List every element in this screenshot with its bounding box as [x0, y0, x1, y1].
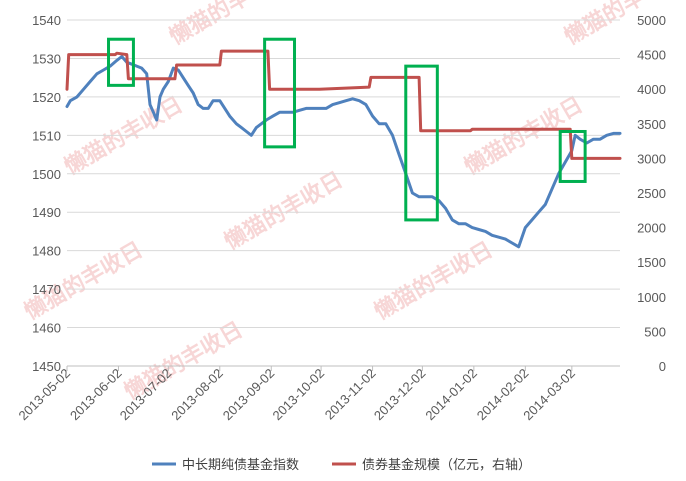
x-tick-label: 2013-12-02: [371, 366, 429, 424]
series-line-index: [65, 55, 622, 249]
highlight-box: [558, 129, 587, 183]
right-tick-label: 3500: [637, 117, 666, 132]
left-tick-label: 1500: [32, 167, 61, 182]
left-tick-label: 1460: [32, 321, 61, 336]
left-axis-ticks: 1450 1460 1470 1480 1490 1500 1510 1520 1530 1540: [32, 13, 61, 374]
left-tick-label: 1520: [32, 90, 61, 105]
right-tick-label: 3000: [637, 151, 666, 166]
watermark-text: 懒猫的丰收日: [560, 0, 686, 50]
x-tick-label: 2013-10-02: [270, 366, 328, 424]
x-tick-label: 2013-06-02: [67, 366, 125, 424]
gridlines: [67, 19, 620, 367]
right-tick-label: 2000: [637, 221, 666, 236]
x-tick-label: 2013-11-02: [322, 366, 379, 423]
legend: 中长期纯债基金指数 债券基金规模（亿元，右轴）: [152, 457, 531, 473]
x-tick-label: 2013-09-02: [220, 366, 278, 424]
highlight-box: [404, 64, 439, 222]
watermark-text: 懒猫的丰收日: [60, 92, 187, 181]
right-tick-label: 4000: [637, 82, 666, 97]
legend-label-fund-size: 债券基金规模（亿元，右轴）: [362, 457, 531, 473]
highlight-box: [107, 37, 135, 87]
left-tick-label: 1490: [32, 205, 61, 220]
right-tick-label: 500: [644, 324, 666, 339]
watermark-text: 懒猫的丰收日: [460, 92, 587, 181]
x-tick-label: 2014-01-02: [422, 366, 480, 424]
right-tick-label: 5000: [637, 13, 666, 28]
series-layer: [65, 49, 622, 249]
right-tick-label: 4500: [637, 48, 666, 63]
series-line-fund-size: [65, 49, 622, 160]
right-tick-label: 0: [659, 359, 666, 374]
watermark-text: 懒猫的丰收日: [370, 237, 497, 326]
left-tick-label: 1510: [32, 128, 61, 143]
x-tick-label: 2013-05-02: [15, 366, 73, 424]
right-tick-label: 1500: [637, 255, 666, 270]
left-tick-label: 1480: [32, 244, 61, 259]
left-tick-label: 1450: [32, 359, 61, 374]
x-axis-ticks: 2013-05-022013-06-022013-07-022013-08-02…: [15, 365, 620, 424]
highlight-box: [263, 37, 297, 149]
left-tick-label: 1540: [32, 13, 61, 28]
left-tick-label: 1470: [32, 282, 61, 297]
highlight-boxes: [107, 37, 587, 222]
watermark-text: 懒猫的丰收日: [165, 0, 292, 50]
watermark-text: 懒猫的丰收日: [220, 167, 347, 256]
legend-label-index: 中长期纯债基金指数: [182, 457, 299, 473]
left-tick-label: 1530: [32, 51, 61, 66]
right-tick-label: 2500: [637, 186, 666, 201]
right-axis-ticks: 0 500 1000 1500 2000 2500 3000 3500 4000 4500 5000: [637, 13, 666, 374]
right-tick-label: 1000: [637, 290, 666, 305]
